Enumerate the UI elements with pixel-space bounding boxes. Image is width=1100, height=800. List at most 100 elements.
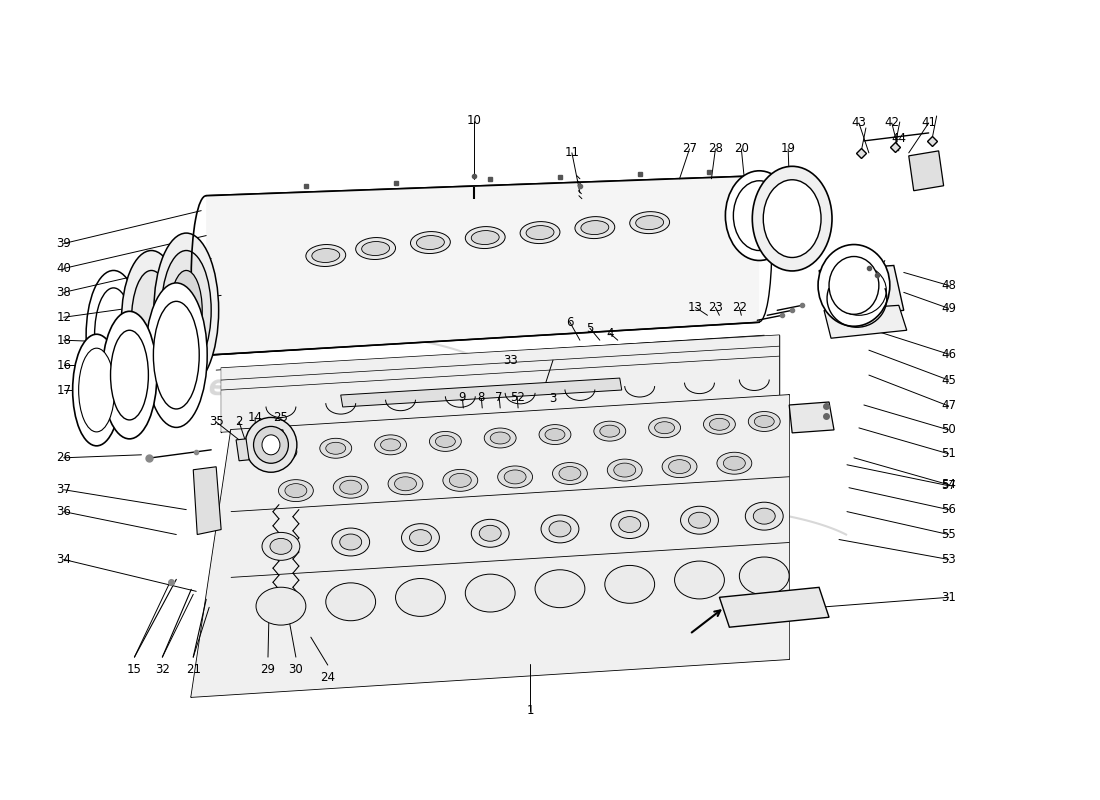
Ellipse shape: [429, 431, 461, 451]
Ellipse shape: [78, 348, 114, 432]
Text: 56: 56: [942, 503, 956, 516]
Ellipse shape: [409, 530, 431, 546]
Ellipse shape: [417, 235, 444, 250]
Text: 14: 14: [248, 411, 263, 425]
Ellipse shape: [754, 508, 776, 524]
Polygon shape: [194, 466, 221, 534]
Text: 2: 2: [235, 415, 243, 429]
Text: 1: 1: [526, 705, 534, 718]
Ellipse shape: [748, 411, 780, 431]
Polygon shape: [341, 378, 622, 407]
Text: 4: 4: [606, 326, 614, 340]
Ellipse shape: [594, 421, 626, 441]
Ellipse shape: [285, 484, 307, 498]
Text: 12: 12: [56, 310, 72, 324]
Ellipse shape: [710, 418, 729, 430]
Ellipse shape: [818, 245, 890, 326]
Text: 27: 27: [682, 142, 697, 155]
Text: 5: 5: [586, 322, 594, 334]
Ellipse shape: [636, 216, 663, 230]
Ellipse shape: [340, 480, 362, 494]
Ellipse shape: [552, 462, 587, 485]
Ellipse shape: [471, 519, 509, 547]
Ellipse shape: [465, 574, 515, 612]
Ellipse shape: [739, 557, 789, 595]
Ellipse shape: [539, 425, 571, 445]
Text: 13: 13: [689, 301, 703, 314]
Ellipse shape: [271, 446, 290, 458]
Ellipse shape: [752, 166, 832, 271]
Ellipse shape: [355, 238, 396, 259]
Text: 26: 26: [56, 451, 72, 464]
Text: 36: 36: [56, 505, 72, 518]
Text: 42: 42: [884, 117, 900, 130]
Ellipse shape: [681, 506, 718, 534]
Ellipse shape: [717, 452, 751, 474]
Ellipse shape: [471, 230, 499, 245]
Ellipse shape: [256, 587, 306, 625]
Polygon shape: [820, 266, 904, 318]
Ellipse shape: [541, 515, 579, 543]
Ellipse shape: [443, 470, 477, 491]
Ellipse shape: [388, 473, 422, 494]
Polygon shape: [221, 335, 779, 432]
Text: 48: 48: [942, 279, 956, 292]
Ellipse shape: [575, 217, 615, 238]
Polygon shape: [719, 587, 829, 627]
Text: 20: 20: [734, 142, 749, 155]
Ellipse shape: [581, 221, 608, 234]
Ellipse shape: [436, 435, 455, 447]
Ellipse shape: [132, 270, 172, 370]
Ellipse shape: [265, 442, 297, 462]
Ellipse shape: [102, 311, 157, 439]
Polygon shape: [236, 439, 249, 461]
Ellipse shape: [465, 226, 505, 249]
Ellipse shape: [763, 180, 821, 258]
Ellipse shape: [689, 512, 711, 528]
Ellipse shape: [832, 266, 887, 315]
Ellipse shape: [629, 212, 670, 234]
Polygon shape: [909, 151, 944, 190]
Text: 6: 6: [566, 316, 574, 329]
Ellipse shape: [278, 480, 314, 502]
Polygon shape: [789, 402, 834, 433]
Ellipse shape: [484, 428, 516, 448]
Text: 52: 52: [509, 390, 525, 403]
Text: 28: 28: [708, 142, 723, 155]
Text: 16: 16: [56, 358, 72, 372]
Ellipse shape: [311, 249, 340, 262]
Text: 3: 3: [549, 391, 557, 405]
Text: 33: 33: [503, 354, 517, 366]
Text: 32: 32: [155, 662, 169, 675]
Ellipse shape: [375, 435, 407, 455]
Ellipse shape: [95, 288, 132, 382]
Text: 8: 8: [477, 390, 485, 403]
Text: 17: 17: [56, 383, 72, 397]
Ellipse shape: [662, 456, 697, 478]
Ellipse shape: [497, 466, 532, 488]
Text: 23: 23: [708, 301, 723, 314]
Ellipse shape: [121, 250, 182, 390]
Text: 29: 29: [261, 662, 275, 675]
Ellipse shape: [381, 439, 400, 451]
Ellipse shape: [153, 302, 199, 409]
Ellipse shape: [544, 429, 565, 441]
Text: eurospares: eurospares: [571, 550, 748, 585]
Ellipse shape: [549, 521, 571, 537]
Text: 30: 30: [288, 662, 304, 675]
Ellipse shape: [245, 418, 297, 472]
Text: 25: 25: [274, 411, 288, 425]
Text: 49: 49: [942, 302, 956, 315]
Ellipse shape: [320, 438, 352, 458]
Ellipse shape: [654, 422, 674, 434]
Ellipse shape: [450, 474, 471, 487]
Ellipse shape: [362, 242, 389, 255]
Ellipse shape: [73, 334, 121, 446]
Ellipse shape: [326, 583, 375, 621]
Text: 9: 9: [459, 390, 466, 403]
Text: 34: 34: [56, 553, 72, 566]
Text: 43: 43: [851, 117, 867, 130]
Text: 38: 38: [56, 286, 72, 299]
Ellipse shape: [829, 257, 879, 314]
Text: 40: 40: [56, 262, 72, 275]
